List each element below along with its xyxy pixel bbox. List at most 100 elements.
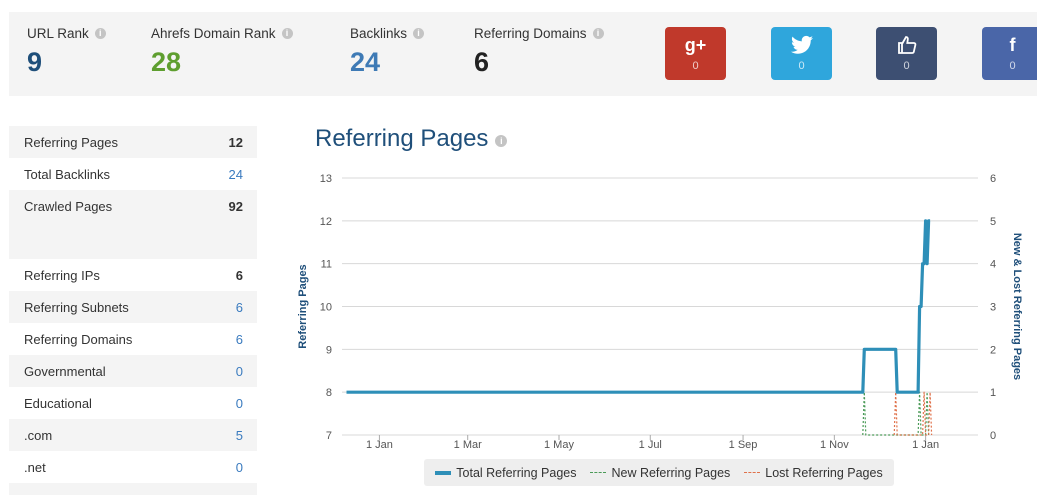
metric-label: Backlinks <box>350 26 408 41</box>
stat-value: 6 <box>235 267 243 283</box>
google-plus-share-button[interactable]: g+ 0 <box>665 27 726 80</box>
info-icon[interactable]: i <box>495 135 508 147</box>
x-tick-label: 1 Jan <box>912 439 939 451</box>
share-count: 0 <box>903 60 910 72</box>
stats-table: Referring Pages 12 Total Backlinks 24 Cr… <box>9 126 257 495</box>
stat-label: Total Backlinks <box>24 166 110 182</box>
stat-value-link[interactable]: 5 <box>235 427 243 443</box>
stat-label: Referring Subnets <box>24 299 129 315</box>
google-plus-icon: g+ <box>684 35 707 55</box>
stat-row-referring-ips: Referring IPs 6 <box>9 259 257 291</box>
legend-swatch <box>590 472 607 473</box>
y-tick-label: 10 <box>320 302 332 314</box>
x-tick-label: 1 Mar <box>454 439 482 451</box>
metric-label: Ahrefs Domain Rank <box>151 26 276 41</box>
y2-tick-label: 6 <box>990 173 996 185</box>
x-tick-label: 1 Nov <box>820 439 849 451</box>
info-icon[interactable]: i <box>592 28 604 39</box>
stat-row-referring-subnets: Referring Subnets 6 <box>9 291 257 323</box>
stat-label: Referring Domains <box>24 331 133 347</box>
metric-label: Referring Domains <box>474 26 587 41</box>
legend-label: New Referring Pages <box>611 465 731 480</box>
metric-url-rank: URL Rank i 9 <box>27 26 106 77</box>
info-icon[interactable]: i <box>413 28 425 39</box>
y-tick-label: 13 <box>320 173 332 185</box>
x-tick-label: 1 May <box>544 439 574 451</box>
stat-value: 92 <box>228 198 243 214</box>
stat-row-total-backlinks: Total Backlinks 24 <box>9 158 257 190</box>
legend-item-new[interactable]: New Referring Pages <box>590 466 730 480</box>
stat-row-governmental: Governmental 0 <box>9 355 257 387</box>
y-tick-label: 12 <box>320 216 332 228</box>
stat-value: 12 <box>228 134 243 150</box>
legend-item-total[interactable]: Total Referring Pages <box>435 466 576 480</box>
y-axis-title: Referring Pages <box>297 264 309 348</box>
y2-axis-title: New & Lost Referring Pages <box>1011 233 1023 380</box>
twitter-bird-icon <box>771 34 832 56</box>
stat-value-link[interactable]: 0 <box>235 459 243 475</box>
stat-value-link[interactable]: 0 <box>235 363 243 379</box>
facebook-icon: f <box>1009 35 1016 55</box>
share-count: 0 <box>692 60 699 72</box>
share-count: 0 <box>1009 60 1016 72</box>
legend-swatch <box>435 470 452 475</box>
y-tick-label: 11 <box>321 259 332 271</box>
metrics-bar: URL Rank i 9 Ahrefs Domain Rank i 28 Backl… <box>9 12 1037 96</box>
y2-tick-label: 2 <box>990 344 996 356</box>
legend-label: Lost Referring Pages <box>765 465 883 480</box>
stat-row-crawled-pages: Crawled Pages 92 <box>9 190 257 222</box>
stat-row-referring-pages: Referring Pages 12 <box>9 126 257 158</box>
metric-value: 6 <box>474 47 490 77</box>
stat-value-link[interactable]: 0 <box>235 395 243 411</box>
series-lost-referring-pages <box>893 391 933 436</box>
stat-row-net: .net 0 <box>9 451 257 483</box>
y2-tick-label: 5 <box>990 216 996 228</box>
stat-label: .com <box>24 427 53 443</box>
info-icon[interactable]: i <box>281 28 293 39</box>
stat-value-link[interactable]: 6 <box>235 331 243 347</box>
twitter-share-button[interactable]: 0 <box>771 27 832 80</box>
metric-label: URL Rank <box>27 26 89 41</box>
stat-label: Crawled Pages <box>24 198 113 214</box>
y2-tick-label: 4 <box>990 259 996 271</box>
chart-title-text: Referring Pages <box>315 125 489 152</box>
y-tick-label: 9 <box>326 344 332 356</box>
facebook-share-button[interactable]: f 0 <box>982 27 1037 80</box>
legend-swatch <box>744 472 761 473</box>
info-icon[interactable]: i <box>94 28 106 39</box>
stat-label: Educational <box>24 395 92 411</box>
y2-tick-label: 3 <box>990 302 996 314</box>
thumbs-up-icon <box>876 34 937 56</box>
x-tick-label: 1 Jul <box>639 439 662 451</box>
y2-tick-label: 1 <box>990 387 996 399</box>
stat-label: .net <box>24 459 46 475</box>
stat-value-link[interactable]: 6 <box>235 299 243 315</box>
stat-value-link[interactable]: 24 <box>228 166 243 182</box>
chart-legend: Total Referring Pages New Referring Page… <box>424 459 894 486</box>
x-tick-label: 1 Jan <box>366 439 393 451</box>
metric-backlinks: Backlinks i 24 <box>350 26 425 77</box>
chart-title: Referring Pages i <box>315 125 508 153</box>
stat-row-referring-domains: Referring Domains 6 <box>9 323 257 355</box>
series-total-referring-pages <box>346 219 931 394</box>
stat-row-educational: Educational 0 <box>9 387 257 419</box>
legend-label: Total Referring Pages <box>456 465 577 480</box>
stats-divider <box>9 222 257 259</box>
metric-value: 28 <box>151 47 182 77</box>
y2-tick-label: 0 <box>990 430 996 442</box>
stats-table-end <box>9 483 257 495</box>
stat-label: Governmental <box>24 363 106 379</box>
share-count: 0 <box>798 60 805 72</box>
stat-label: Referring Pages <box>24 134 118 150</box>
metric-ahrefs-domain-rank: Ahrefs Domain Rank i 28 <box>151 26 293 77</box>
legend-item-lost[interactable]: Lost Referring Pages <box>744 465 883 480</box>
x-tick-label: 1 Sep <box>729 439 758 451</box>
metric-value: 24 <box>350 47 381 77</box>
like-share-button[interactable]: 0 <box>876 27 937 80</box>
stat-row-com: .com 5 <box>9 419 257 451</box>
metric-value: 9 <box>27 47 43 77</box>
y-tick-label: 8 <box>326 387 332 399</box>
stat-label: Referring IPs <box>24 267 100 283</box>
metric-referring-domains: Referring Domains i 6 <box>474 26 604 77</box>
